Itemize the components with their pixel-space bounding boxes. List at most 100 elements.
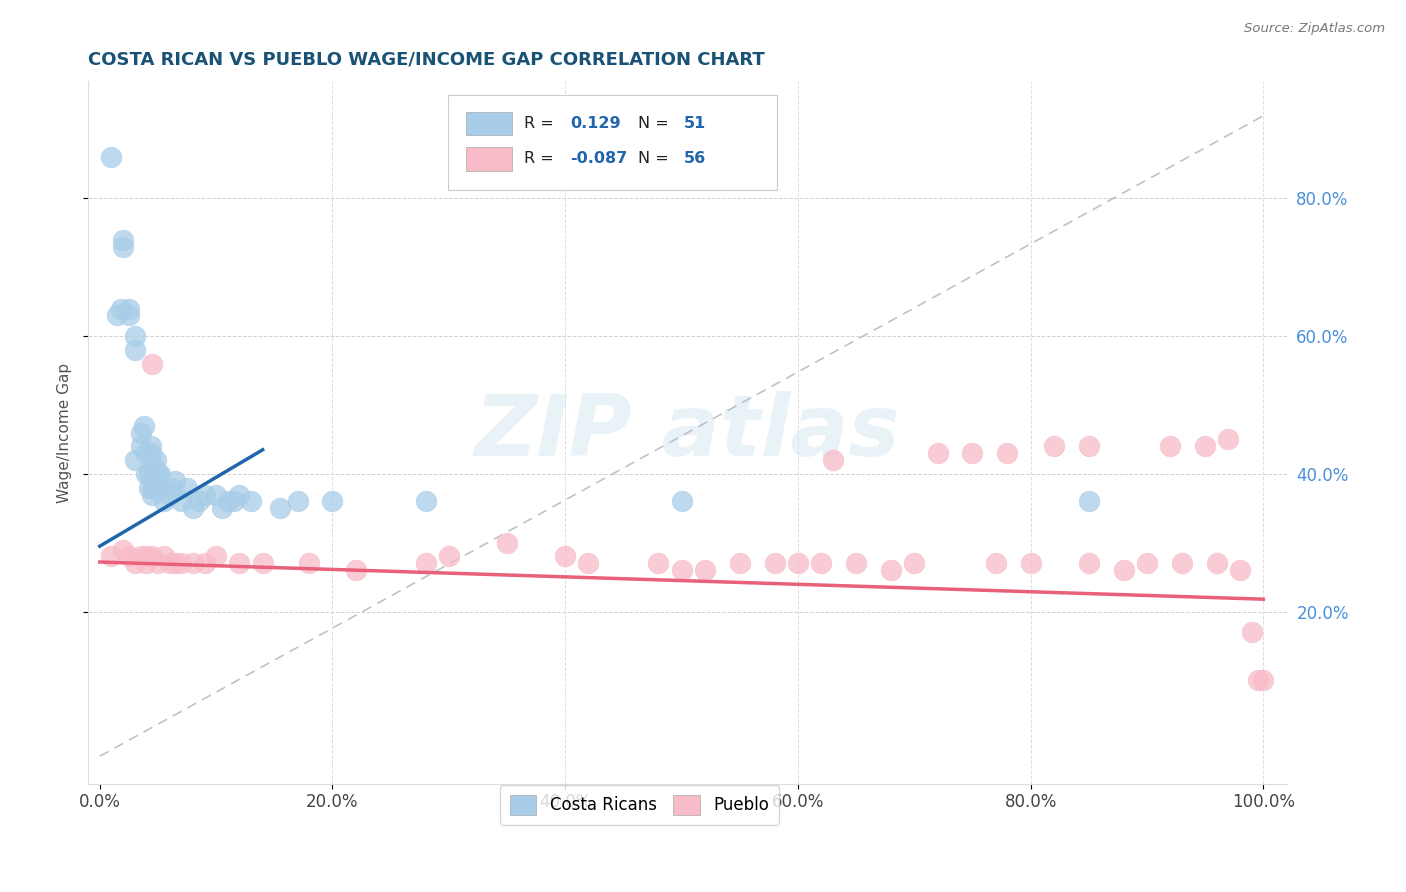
Text: ZIP atlas: ZIP atlas (474, 391, 900, 474)
Pueblo (1043, 439, 1066, 453)
Pueblo (671, 563, 693, 577)
Pueblo (763, 557, 786, 571)
Pueblo (962, 446, 984, 460)
Costa Ricans (141, 481, 163, 495)
Pueblo (810, 557, 832, 571)
Pueblo (578, 557, 600, 571)
Pueblo (845, 557, 868, 571)
Costa Ricans (193, 487, 215, 501)
Pueblo (693, 563, 716, 577)
Pueblo (1229, 563, 1251, 577)
Pueblo (298, 557, 321, 571)
Pueblo (135, 549, 157, 564)
Y-axis label: Wage/Income Gap: Wage/Income Gap (58, 362, 72, 502)
Pueblo (159, 557, 181, 571)
Costa Ricans (124, 343, 146, 357)
Pueblo (193, 557, 215, 571)
Text: Source: ZipAtlas.com: Source: ZipAtlas.com (1244, 22, 1385, 36)
Costa Ricans (415, 494, 437, 508)
Costa Ricans (142, 474, 165, 488)
Pueblo (1077, 439, 1099, 453)
Costa Ricans (170, 494, 193, 508)
Pueblo (1194, 439, 1216, 453)
Pueblo (1019, 557, 1042, 571)
Pueblo (228, 557, 250, 571)
Costa Ricans (228, 487, 250, 501)
Costa Ricans (165, 474, 187, 488)
Pueblo (170, 557, 193, 571)
Text: 51: 51 (683, 116, 706, 131)
Costa Ricans (124, 453, 146, 467)
Pueblo (984, 557, 1007, 571)
Pueblo (152, 549, 174, 564)
Text: N =: N = (638, 116, 673, 131)
Pueblo (437, 549, 460, 564)
Pueblo (344, 563, 367, 577)
FancyBboxPatch shape (465, 112, 512, 136)
Pueblo (1218, 433, 1240, 447)
Pueblo (129, 549, 152, 564)
Costa Ricans (146, 474, 169, 488)
Legend: Costa Ricans, Pueblo: Costa Ricans, Pueblo (499, 785, 779, 824)
Costa Ricans (222, 494, 245, 508)
Pueblo (496, 535, 519, 549)
Pueblo (112, 542, 135, 557)
Costa Ricans (152, 494, 174, 508)
Costa Ricans (145, 453, 167, 467)
Pueblo (1159, 439, 1181, 453)
Pueblo (1240, 625, 1263, 640)
Costa Ricans (211, 501, 233, 516)
Pueblo (903, 557, 925, 571)
Costa Ricans (143, 460, 166, 475)
Costa Ricans (240, 494, 263, 508)
Costa Ricans (141, 487, 163, 501)
Costa Ricans (321, 494, 343, 508)
FancyBboxPatch shape (465, 146, 512, 170)
Pueblo (880, 563, 903, 577)
Pueblo (118, 549, 141, 564)
Costa Ricans (118, 309, 141, 323)
Costa Ricans (1077, 494, 1099, 508)
Pueblo (821, 453, 844, 467)
Costa Ricans (142, 467, 165, 481)
Pueblo (181, 557, 204, 571)
Pueblo (787, 557, 810, 571)
Pueblo (141, 357, 163, 371)
Pueblo (1171, 557, 1194, 571)
Costa Ricans (181, 501, 204, 516)
Costa Ricans (138, 481, 160, 495)
Pueblo (1136, 557, 1159, 571)
Costa Ricans (139, 446, 162, 460)
Costa Ricans (146, 474, 169, 488)
Pueblo (647, 557, 669, 571)
Pueblo (252, 557, 274, 571)
Costa Ricans (269, 501, 291, 516)
Costa Ricans (129, 425, 152, 440)
Costa Ricans (100, 150, 122, 164)
Text: 56: 56 (683, 151, 706, 166)
Costa Ricans (176, 481, 198, 495)
Costa Ricans (146, 481, 169, 495)
Costa Ricans (112, 233, 135, 247)
Costa Ricans (217, 494, 239, 508)
Text: 0.129: 0.129 (569, 116, 620, 131)
Costa Ricans (287, 494, 309, 508)
Costa Ricans (135, 467, 157, 481)
FancyBboxPatch shape (447, 95, 778, 190)
Text: COSTA RICAN VS PUEBLO WAGE/INCOME GAP CORRELATION CHART: COSTA RICAN VS PUEBLO WAGE/INCOME GAP CO… (89, 51, 765, 69)
Costa Ricans (112, 239, 135, 253)
Costa Ricans (110, 301, 132, 316)
Pueblo (728, 557, 751, 571)
Pueblo (1246, 673, 1268, 688)
Costa Ricans (105, 309, 128, 323)
Costa Ricans (160, 481, 183, 495)
Pueblo (135, 557, 157, 571)
Costa Ricans (671, 494, 693, 508)
Text: R =: R = (524, 151, 560, 166)
Pueblo (205, 549, 228, 564)
Text: N =: N = (638, 151, 673, 166)
Pueblo (1205, 557, 1227, 571)
Pueblo (927, 446, 949, 460)
Costa Ricans (146, 467, 169, 481)
Costa Ricans (118, 301, 141, 316)
